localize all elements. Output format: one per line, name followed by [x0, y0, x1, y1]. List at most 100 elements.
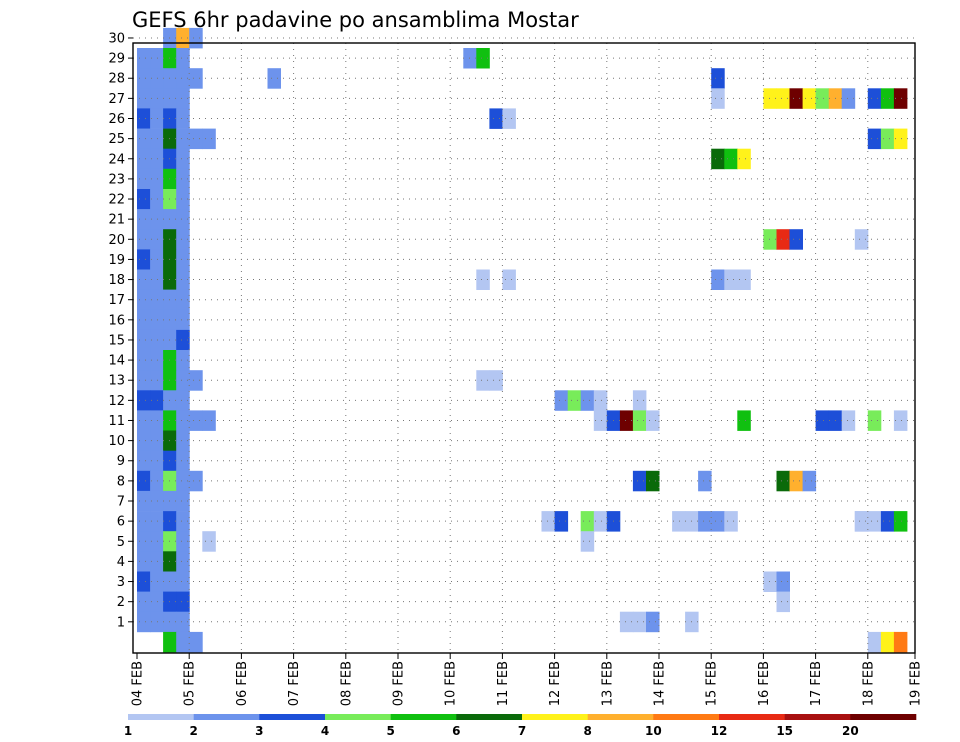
- heatmap-cell-m13-s0: [137, 370, 151, 391]
- y-tick-label: 19: [108, 253, 125, 268]
- y-tick-label: 10: [108, 434, 125, 449]
- heatmap-cell-m20-s3: [176, 229, 190, 250]
- heatmap-cell-m24-s45: [724, 148, 738, 170]
- heatmap-cell-m15-s0: [137, 329, 151, 351]
- heatmap-cell-m6-s31: [541, 511, 555, 532]
- heatmap-cell-m25-s1: [150, 128, 164, 150]
- heatmap-cell-m29-s1: [150, 48, 164, 69]
- y-tick-label: 12: [108, 394, 125, 409]
- heatmap-cell-m2-s1: [150, 591, 164, 613]
- heatmap-cell-m11-s39: [646, 410, 660, 431]
- colorbar-segment: [325, 714, 391, 720]
- heatmap-cell-m25-s58: [893, 128, 908, 150]
- x-tick-label: 13 FEB: [600, 661, 615, 706]
- heatmap-cell-m11-s3: [176, 410, 190, 431]
- heatmap-cell-m15-s3: [176, 329, 190, 351]
- heatmap-cell-m9-s3: [176, 450, 190, 472]
- colorbar-segment: [390, 714, 457, 720]
- heatmap-cell-m28-s1: [150, 68, 164, 89]
- heatmap-cell-m27-s54: [841, 88, 856, 109]
- heatmap-cell-m12-s38: [632, 390, 647, 411]
- heatmap-cell-m6-s41: [672, 511, 686, 532]
- heatmap-cell-m24-s44: [711, 148, 725, 170]
- heatmap-cell-m27-s58: [893, 88, 908, 109]
- heatmap-cell-m19-s0: [137, 249, 151, 270]
- y-tick-label: 29: [108, 52, 125, 67]
- heatmap-cell-m12-s35: [593, 390, 608, 411]
- heatmap-cell-m0-s3: [176, 631, 190, 653]
- heatmap-cell-m13-s4: [189, 370, 203, 391]
- heatmap-cell-m28-s0: [137, 68, 151, 89]
- heatmap-cell-m21-s1: [150, 209, 164, 230]
- y-axis-ticks: 1234567891011121314151617181920212223242…: [108, 31, 133, 630]
- y-tick-label: 22: [108, 193, 125, 208]
- heatmap-cell-m20-s50: [789, 229, 803, 250]
- heatmap-cell-m26-s3: [176, 108, 190, 129]
- plot-frame: [132, 42, 916, 654]
- heatmap-cell-m27-s1: [150, 88, 164, 109]
- heatmap-cell-m2-s49: [776, 591, 790, 613]
- heatmap-cell-m18-s3: [176, 269, 190, 290]
- heatmap-cell-m13-s26: [476, 370, 490, 391]
- heatmap-cell-m12-s34: [580, 390, 595, 411]
- heatmap-cell-m22-s3: [176, 189, 190, 210]
- heatmap-cell-m8-s1: [150, 470, 164, 492]
- heatmap-cell-m11-s52: [815, 410, 830, 431]
- heatmap-cell-m26-s1: [150, 108, 164, 129]
- heatmap-cell-m7-s3: [176, 490, 190, 512]
- heatmap-cell-m25-s5: [202, 128, 216, 150]
- heatmap-cell-m6-s35: [593, 511, 608, 532]
- heatmap-cells: [137, 27, 908, 653]
- heatmap-cell-m10-s0: [137, 430, 151, 451]
- x-tick-label: 10 FEB: [444, 661, 459, 706]
- heatmap-cell-m8-s51: [802, 470, 817, 492]
- y-tick-label: 15: [108, 333, 125, 348]
- heatmap-cell-m27-s44: [711, 88, 725, 109]
- heatmap-cell-m24-s3: [176, 148, 190, 170]
- colorbar-segment: [587, 714, 654, 720]
- heatmap-cell-m1-s3: [176, 611, 190, 633]
- heatmap-cell-m27-s3: [176, 88, 190, 109]
- colorbar-label: 20: [842, 724, 859, 738]
- y-tick-label: 4: [117, 555, 125, 570]
- heatmap-cell-m6-s57: [880, 511, 895, 532]
- heatmap-cell-m27-s50: [789, 88, 803, 109]
- heatmap-cell-m16-s0: [137, 309, 151, 331]
- y-tick-label: 25: [108, 132, 125, 147]
- heatmap-cell-m0-s58: [893, 631, 908, 653]
- heatmap-cell-m12-s1: [150, 390, 164, 411]
- heatmap-cell-m16-s3: [176, 309, 190, 331]
- y-tick-label: 14: [108, 354, 125, 369]
- y-tick-label: 17: [108, 293, 125, 308]
- heatmap-cell-m29-s26: [476, 48, 490, 69]
- heatmap-cell-m3-s48: [763, 571, 777, 592]
- colorbar-segment: [128, 714, 194, 720]
- colorbar-segment: [784, 714, 851, 720]
- heatmap-cell-m5-s0: [137, 531, 151, 552]
- heatmap-cell-m0-s57: [880, 631, 895, 653]
- y-tick-label: 11: [108, 414, 125, 429]
- heatmap-cell-m25-s3: [176, 128, 190, 150]
- heatmap-cell-m3-s1: [150, 571, 164, 592]
- heatmap-cell-m17-s0: [137, 289, 151, 311]
- heatmap-cell-m1-s39: [646, 611, 660, 633]
- x-tick-label: 15 FEB: [705, 661, 720, 706]
- x-tick-label: 08 FEB: [339, 661, 354, 706]
- heatmap-cell-m1-s0: [137, 611, 151, 633]
- x-tick-label: 11 FEB: [496, 661, 511, 706]
- heatmap-cell-m11-s4: [189, 410, 203, 431]
- y-tick-label: 18: [108, 273, 125, 288]
- colorbar-label: 3: [255, 724, 263, 738]
- heatmap-cell-m8-s38: [632, 470, 647, 492]
- heatmap-cell-m18-s28: [502, 269, 516, 290]
- heatmap-cell-m23-s1: [150, 168, 164, 190]
- heatmap-cell-m5-s1: [150, 531, 164, 552]
- heatmap-cell-m26-s0: [137, 108, 151, 129]
- x-tick-label: 05 FEB: [183, 661, 198, 706]
- heatmap-cell-m17-s1: [150, 289, 164, 311]
- chart-title: GEFS 6hr padavine po ansamblima Mostar: [132, 8, 579, 32]
- heatmap-cell-m18-s1: [150, 269, 164, 290]
- y-tick-label: 27: [108, 92, 125, 107]
- heatmap-cell-m5-s34: [580, 531, 595, 552]
